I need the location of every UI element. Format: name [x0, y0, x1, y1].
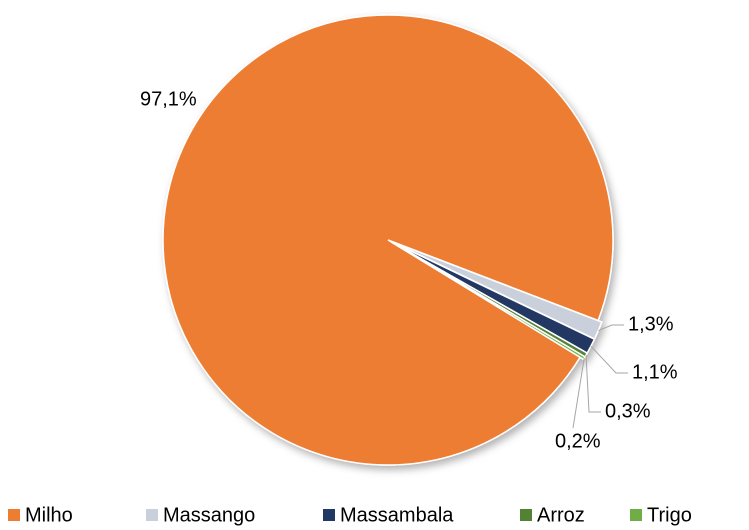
data-label: 97,1%: [140, 88, 197, 110]
legend-label: Trigo: [647, 504, 692, 526]
data-label: 0,3%: [605, 400, 651, 422]
slice: [162, 14, 614, 466]
data-label: 1,3%: [628, 313, 674, 335]
legend-label: Milho: [25, 504, 73, 526]
leader-line: [590, 345, 628, 374]
legend-label: Massambala: [340, 504, 454, 526]
leader-line: [598, 324, 624, 332]
legend-label: Massango: [163, 504, 255, 526]
pie: [162, 14, 614, 466]
data-label: 0,2%: [555, 430, 601, 452]
legend-swatch: [323, 509, 335, 521]
leader-line: [572, 358, 585, 429]
legend-swatch: [520, 509, 532, 521]
data-label: 1,1%: [632, 361, 678, 383]
legend-swatch: [630, 509, 642, 521]
legend-swatch: [146, 509, 158, 521]
leader-line: [585, 354, 601, 413]
legend-label: Arroz: [537, 504, 585, 526]
legend-swatch: [8, 509, 20, 521]
